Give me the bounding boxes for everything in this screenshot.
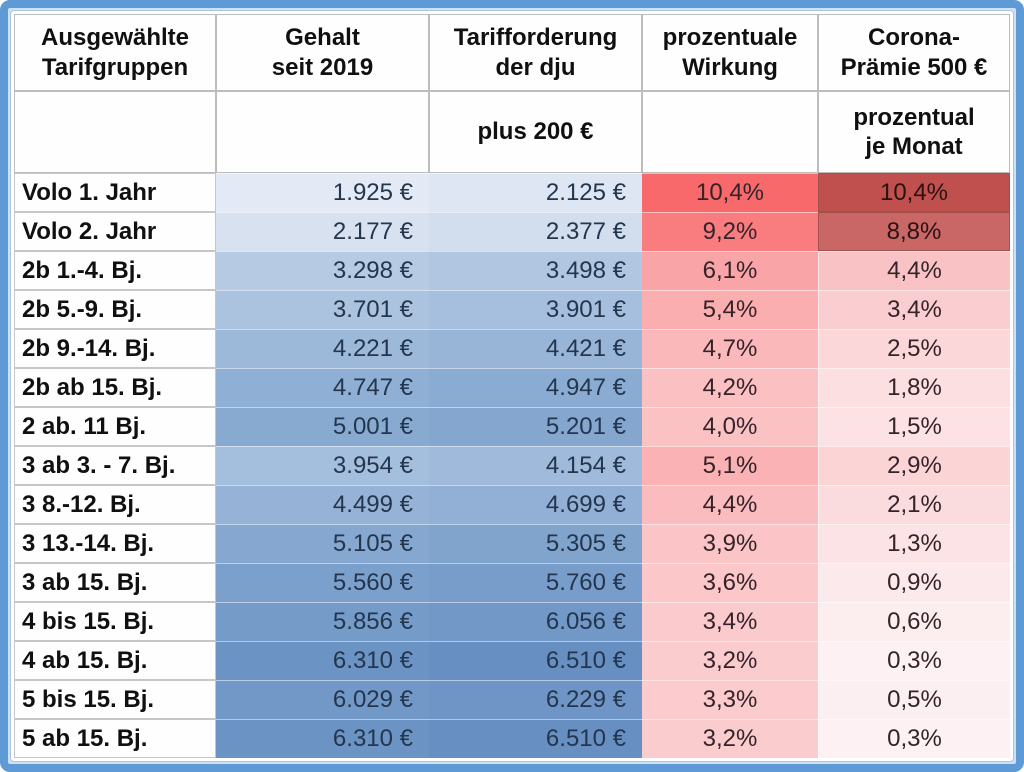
forderung-cell: 2.377 € <box>429 212 642 251</box>
forderung-cell: 5.305 € <box>429 524 642 563</box>
forderung-cell: 3.498 € <box>429 251 642 290</box>
gehalt-cell: 5.560 € <box>216 563 429 602</box>
row-label-cell: 5 bis 15. Bj. <box>14 680 216 719</box>
wirkung-cell: 5,1% <box>642 446 818 485</box>
gehalt-cell: 3.954 € <box>216 446 429 485</box>
wirkung-cell: 3,4% <box>642 602 818 641</box>
forderung-cell: 5.760 € <box>429 563 642 602</box>
wirkung-cell: 3,3% <box>642 680 818 719</box>
forderung-cell: 6.229 € <box>429 680 642 719</box>
column-header-wirkung: prozentuale Wirkung <box>642 14 818 91</box>
wirkung-cell: 4,4% <box>642 485 818 524</box>
gehalt-cell: 5.001 € <box>216 407 429 446</box>
wirkung-cell: 10,4% <box>642 173 818 212</box>
corona-cell: 2,5% <box>818 329 1010 368</box>
gehalt-cell: 4.221 € <box>216 329 429 368</box>
wirkung-cell: 4,7% <box>642 329 818 368</box>
column-subheader-wirkung <box>642 91 818 173</box>
column-header-corona: Corona- Prämie 500 € <box>818 14 1010 91</box>
row-label-cell: 4 bis 15. Bj. <box>14 602 216 641</box>
forderung-cell: 6.510 € <box>429 719 642 758</box>
wirkung-cell: 3,9% <box>642 524 818 563</box>
forderung-cell: 4.421 € <box>429 329 642 368</box>
corona-cell: 2,9% <box>818 446 1010 485</box>
table-inner-border: Ausgewählte Tarifgruppen Gehalt seit 201… <box>10 10 1014 762</box>
corona-cell: 1,5% <box>818 407 1010 446</box>
gehalt-cell: 1.925 € <box>216 173 429 212</box>
corona-cell: 1,3% <box>818 524 1010 563</box>
gehalt-cell: 3.701 € <box>216 290 429 329</box>
forderung-cell: 6.510 € <box>429 641 642 680</box>
forderung-cell: 4.699 € <box>429 485 642 524</box>
row-label-cell: 5 ab 15. Bj. <box>14 719 216 758</box>
corona-cell: 2,1% <box>818 485 1010 524</box>
column-header-gehalt: Gehalt seit 2019 <box>216 14 429 91</box>
row-label-cell: 3 8.-12. Bj. <box>14 485 216 524</box>
column-subheader-gehalt <box>216 91 429 173</box>
gehalt-cell: 5.856 € <box>216 602 429 641</box>
corona-cell: 3,4% <box>818 290 1010 329</box>
gehalt-cell: 4.499 € <box>216 485 429 524</box>
wirkung-cell: 9,2% <box>642 212 818 251</box>
corona-cell: 0,3% <box>818 641 1010 680</box>
forderung-cell: 3.901 € <box>429 290 642 329</box>
wirkung-cell: 3,2% <box>642 641 818 680</box>
wirkung-cell: 3,2% <box>642 719 818 758</box>
row-label-cell: 3 ab 15. Bj. <box>14 563 216 602</box>
wirkung-cell: 3,6% <box>642 563 818 602</box>
column-header-tarifforderung: Tarifforderung der dju <box>429 14 642 91</box>
corona-cell: 8,8% <box>818 212 1010 251</box>
corona-cell: 1,8% <box>818 368 1010 407</box>
column-header-tarifgruppen: Ausgewählte Tarifgruppen <box>14 14 216 91</box>
forderung-cell: 4.947 € <box>429 368 642 407</box>
gehalt-cell: 5.105 € <box>216 524 429 563</box>
row-label-cell: 2b 5.-9. Bj. <box>14 290 216 329</box>
forderung-cell: 2.125 € <box>429 173 642 212</box>
gehalt-cell: 4.747 € <box>216 368 429 407</box>
corona-cell: 0,3% <box>818 719 1010 758</box>
gehalt-cell: 2.177 € <box>216 212 429 251</box>
row-label-cell: 3 13.-14. Bj. <box>14 524 216 563</box>
column-subheader-prozentual-je-monat: prozentual je Monat <box>818 91 1010 173</box>
row-label-cell: 2b ab 15. Bj. <box>14 368 216 407</box>
wirkung-cell: 4,2% <box>642 368 818 407</box>
gehalt-cell: 6.310 € <box>216 641 429 680</box>
row-label-cell: Volo 2. Jahr <box>14 212 216 251</box>
row-label-cell: 3 ab 3. - 7. Bj. <box>14 446 216 485</box>
gehalt-cell: 6.029 € <box>216 680 429 719</box>
corona-cell: 4,4% <box>818 251 1010 290</box>
forderung-cell: 4.154 € <box>429 446 642 485</box>
gehalt-cell: 6.310 € <box>216 719 429 758</box>
corona-cell: 0,9% <box>818 563 1010 602</box>
gehalt-cell: 3.298 € <box>216 251 429 290</box>
row-label-cell: 4 ab 15. Bj. <box>14 641 216 680</box>
column-subheader-plus200: plus 200 € <box>429 91 642 173</box>
row-label-cell: 2b 9.-14. Bj. <box>14 329 216 368</box>
forderung-cell: 5.201 € <box>429 407 642 446</box>
corona-cell: 0,5% <box>818 680 1010 719</box>
wirkung-cell: 4,0% <box>642 407 818 446</box>
row-label-cell: Volo 1. Jahr <box>14 173 216 212</box>
row-label-cell: 2 ab. 11 Bj. <box>14 407 216 446</box>
wirkung-cell: 6,1% <box>642 251 818 290</box>
forderung-cell: 6.056 € <box>429 602 642 641</box>
corona-cell: 0,6% <box>818 602 1010 641</box>
column-subheader-tarifgruppen <box>14 91 216 173</box>
row-label-cell: 2b 1.-4. Bj. <box>14 251 216 290</box>
wirkung-cell: 5,4% <box>642 290 818 329</box>
corona-cell: 10,4% <box>818 173 1010 212</box>
tariff-table: Ausgewählte Tarifgruppen Gehalt seit 201… <box>14 14 1010 758</box>
